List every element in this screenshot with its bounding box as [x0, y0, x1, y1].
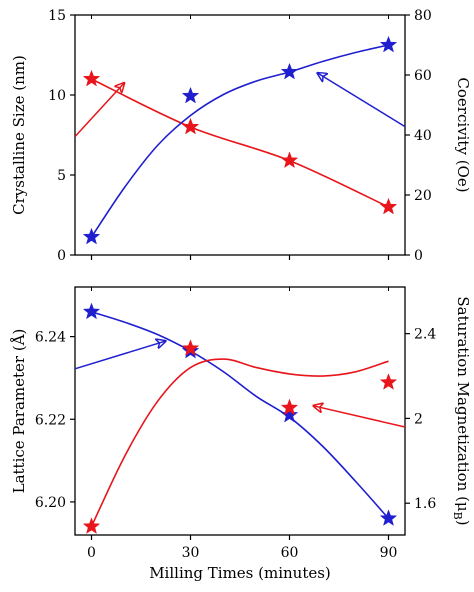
bottom-right-axis-label-sub: B	[451, 512, 464, 520]
right-tick-label: 80	[414, 8, 432, 24]
axis-indicator-arrow	[74, 83, 124, 138]
bottom-right-axis-label-main: Saturation Magnetization (μ	[454, 296, 472, 512]
x-tick-label: 0	[87, 545, 96, 561]
right-tick-label: 0	[414, 248, 423, 264]
series-fit-line	[90, 44, 389, 238]
left-tick-label: 0	[57, 248, 66, 264]
series-fit-line	[90, 358, 389, 527]
bottom-arrows	[74, 341, 406, 428]
right-tick-label: 2.4	[414, 327, 436, 343]
axis-indicator-arrow	[74, 341, 166, 370]
series-star-marker	[181, 339, 200, 356]
series-star-marker	[379, 35, 398, 53]
left-tick-label: 6.22	[35, 412, 66, 428]
top-ticks	[70, 14, 410, 260]
top-right-axis-label: Coercivity (Oe)	[454, 77, 472, 192]
series-star-marker	[379, 197, 398, 215]
right-tick-label: 20	[414, 188, 432, 204]
series-star-marker	[82, 517, 101, 534]
x-tick-label: 90	[380, 545, 398, 561]
bottom-right-axis-label-close: )	[454, 520, 472, 526]
bottom-left-axis-label: Lattice Parameter (Å)	[10, 329, 28, 494]
left-tick-label: 15	[48, 8, 66, 24]
right-tick-label: 1.6	[414, 496, 436, 512]
series-star-marker	[181, 86, 200, 104]
right-tick-label: 2	[414, 411, 423, 427]
top-left-axis-label: Crystalline Size (nm)	[10, 55, 28, 215]
bottom-plot-frame	[74, 286, 406, 536]
right-tick-label: 60	[414, 68, 432, 84]
series-fit-line	[91, 311, 390, 520]
axis-indicator-arrow	[314, 406, 406, 428]
axis-indicator-arrow	[318, 73, 406, 128]
series-star-marker	[280, 398, 299, 416]
series-star-marker	[181, 117, 200, 135]
top-panel: 0 5 10 15 0 20 40 60 80 Crystalline Size (nm) Co…	[10, 8, 472, 264]
x-tick-label: 30	[182, 545, 200, 561]
series-star-marker	[280, 405, 299, 423]
top-fit-lines	[90, 44, 389, 238]
top-markers	[82, 35, 398, 245]
x-tick-label: 60	[281, 545, 299, 561]
series-star-marker	[82, 227, 101, 245]
left-tick-label: 10	[48, 88, 66, 104]
top-arrows	[74, 73, 406, 138]
top-plot-frame	[74, 14, 406, 256]
bottom-panel: 0 30 60 90 6.20 6.22 6.24 1.6 2 2.4 Lattice Param…	[10, 286, 472, 582]
bottom-ticks	[70, 287, 410, 540]
bottom-markers	[82, 302, 398, 534]
series-fit-line	[91, 78, 389, 208]
series-star-marker	[379, 373, 398, 390]
series-star-marker	[82, 302, 101, 320]
left-tick-label: 6.20	[35, 495, 66, 511]
bottom-right-axis-label: Saturation Magnetization (μB)	[451, 296, 472, 525]
bottom-fit-lines	[90, 311, 390, 527]
right-tick-label: 40	[414, 128, 432, 144]
series-star-marker	[280, 62, 299, 80]
left-tick-label: 5	[57, 168, 66, 184]
series-star-marker	[280, 151, 299, 169]
top-tick-labels: 0 5 10 15 0 20 40 60 80	[48, 8, 432, 264]
series-star-marker	[379, 509, 398, 526]
x-axis-label: Milling Times (minutes)	[149, 564, 331, 582]
left-tick-label: 6.24	[35, 330, 66, 346]
bottom-tick-labels: 0 30 60 90 6.20 6.22 6.24 1.6 2 2.4	[35, 327, 437, 561]
series-star-marker	[82, 69, 101, 87]
